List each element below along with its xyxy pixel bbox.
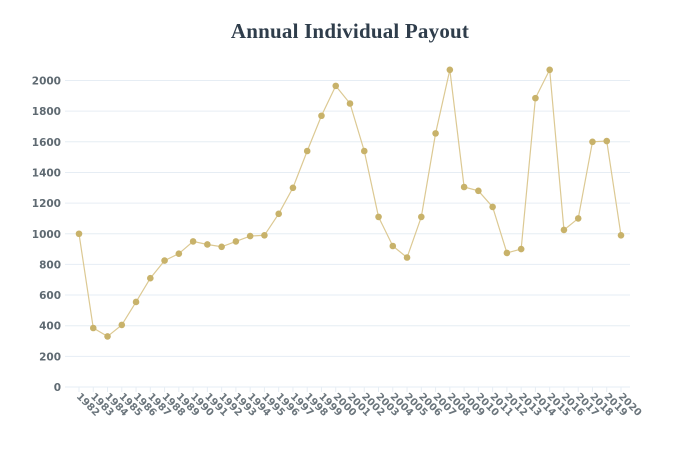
data-point-marker	[318, 112, 325, 120]
data-point-marker	[475, 187, 482, 195]
data-point-marker	[147, 274, 154, 282]
data-point-marker	[517, 245, 525, 253]
data-point-marker	[218, 243, 225, 251]
data-point-marker	[246, 232, 254, 240]
y-tick-label: 1400	[32, 167, 61, 179]
data-point-marker	[261, 231, 268, 239]
data-point-marker	[332, 82, 340, 90]
data-point-marker	[118, 321, 126, 329]
data-point-marker	[175, 250, 183, 257]
gridlines	[65, 80, 630, 388]
data-point-marker	[546, 66, 553, 74]
data-point-marker	[275, 210, 282, 218]
data-point-marker	[232, 238, 240, 245]
data-point-marker	[560, 226, 568, 234]
data-point-marker	[589, 138, 596, 146]
data-point-marker	[389, 242, 397, 250]
chart-title: Annual Individual Payout	[230, 19, 470, 43]
data-point-marker	[161, 257, 168, 264]
y-tick-label: 1600	[32, 137, 61, 149]
y-axis-labels: 0 200 400 600 800 1000 1200 1400 1600 1800 2000	[32, 76, 61, 395]
data-point-marker	[574, 215, 582, 222]
x-axis-labels: 1982198319841985198619871988198919901991…	[74, 387, 643, 419]
y-tick-label: 1800	[32, 106, 61, 118]
data-point-marker	[189, 238, 197, 245]
data-point-marker	[460, 183, 468, 191]
data-point-marker	[346, 100, 354, 107]
y-tick-label: 1000	[32, 229, 61, 241]
data-point-marker	[375, 213, 382, 221]
y-tick-label: 1200	[32, 198, 61, 210]
data-series	[75, 66, 625, 340]
data-point-marker	[360, 147, 368, 155]
data-point-marker	[89, 324, 97, 332]
data-point-marker	[532, 94, 539, 102]
y-tick-label: 0	[54, 382, 61, 394]
data-point-marker	[446, 66, 454, 74]
data-point-marker	[603, 137, 611, 145]
data-point-marker	[303, 147, 311, 155]
data-point-marker	[432, 130, 439, 137]
y-tick-label: 2000	[32, 76, 61, 88]
data-point-marker	[617, 231, 625, 239]
data-point-marker	[204, 241, 211, 248]
y-tick-label: 600	[39, 290, 61, 302]
y-tick-label: 400	[39, 321, 61, 333]
data-point-marker	[104, 333, 111, 340]
data-point-marker	[403, 254, 411, 261]
data-point-marker	[132, 298, 140, 306]
data-point-marker	[75, 230, 83, 238]
data-point-marker	[489, 203, 496, 211]
data-point-marker	[418, 213, 425, 221]
data-point-marker	[289, 184, 297, 192]
y-tick-label: 800	[39, 259, 61, 271]
data-point-marker	[503, 249, 511, 257]
y-tick-label: 200	[39, 351, 61, 363]
